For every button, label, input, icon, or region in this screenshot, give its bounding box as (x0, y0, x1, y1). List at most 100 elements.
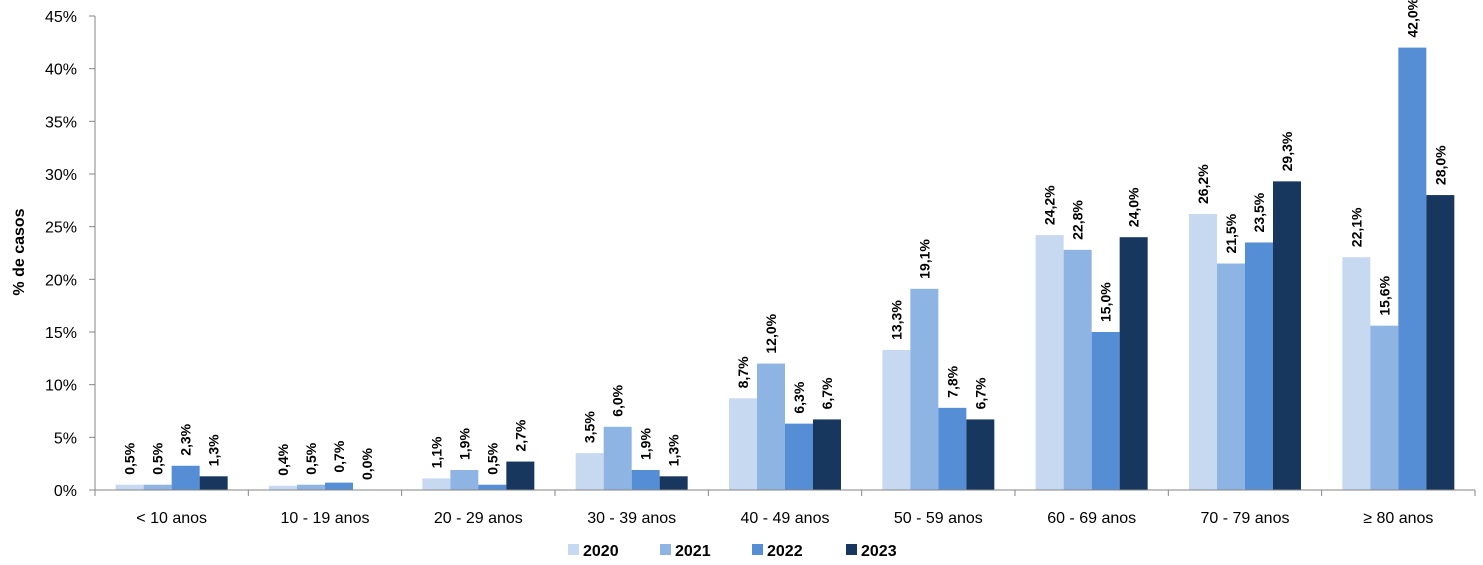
bar-2023 (813, 419, 841, 490)
category-label: 60 - 69 anos (1047, 510, 1136, 527)
data-label: 6,7% (819, 377, 835, 409)
data-label: 7,8% (944, 365, 960, 397)
bar-2020 (1035, 235, 1064, 490)
bar-2023 (966, 419, 995, 490)
bar-2021 (450, 469, 479, 490)
bar-2020 (729, 398, 757, 490)
data-label: 0,5% (303, 442, 319, 474)
data-label: 28,0% (1432, 145, 1448, 185)
legend-label: 2023 (861, 543, 897, 560)
data-label: 12,0% (763, 313, 779, 353)
bar-2021 (297, 484, 325, 490)
data-label: 13,3% (888, 300, 904, 340)
y-tick-label: 40% (45, 62, 77, 79)
bar-2021 (603, 426, 632, 490)
y-tick-label: 30% (45, 167, 77, 184)
data-label: 26,2% (1195, 164, 1211, 204)
bar-2022 (171, 465, 200, 490)
bar-2021 (143, 484, 172, 490)
data-label: 1,9% (638, 428, 654, 460)
y-tick-label: 15% (45, 325, 77, 342)
legend-swatch-2023 (846, 544, 857, 555)
bars (115, 47, 1455, 491)
data-label: 6,0% (610, 384, 626, 416)
data-label: 0,5% (484, 442, 500, 474)
bar-2022 (938, 407, 967, 490)
bar-2023 (1426, 195, 1455, 491)
bar-2021 (1063, 249, 1092, 490)
axes (94, 16, 1476, 496)
data-label: 3,5% (582, 411, 598, 443)
bar-2020 (1189, 214, 1217, 490)
data-label: 2,3% (178, 423, 194, 455)
bar-2021 (757, 363, 785, 490)
y-tick-label: 35% (45, 114, 77, 131)
data-label: 22,8% (1070, 200, 1086, 240)
data-label: 0,5% (150, 442, 166, 474)
legend-swatch-2021 (660, 544, 671, 555)
legend-label: 2021 (675, 543, 711, 560)
y-axis-title: % de casos (11, 208, 28, 295)
bar-2022 (785, 423, 813, 490)
category-labels: < 10 anos 10 - 19 anos 20 - 29 anos 30 - 39… (136, 510, 1433, 527)
bar-2022 (478, 484, 507, 490)
data-label: 0,7% (331, 440, 347, 472)
data-label: 1,3% (666, 434, 682, 466)
bar-2021 (910, 288, 939, 490)
data-label: 8,7% (735, 356, 751, 388)
y-tick-label: 5% (54, 430, 77, 447)
y-tick-label: 10% (45, 378, 77, 395)
data-label: 1,3% (206, 434, 222, 466)
bar-2022 (1245, 242, 1273, 490)
data-label: 19,1% (916, 239, 932, 279)
legend-label: 2022 (767, 543, 803, 560)
bar-2023 (659, 476, 688, 490)
bar-2020 (882, 349, 911, 490)
y-tick-label: 0% (54, 483, 77, 500)
data-labels: 0,5% 0,4% 1,1% 3,5% 8,7% 13,3% 24,2% 26,2% 22,1%… (122, 0, 1449, 480)
bar-2023 (1119, 237, 1148, 490)
category-label: 70 - 79 anos (1201, 510, 1290, 527)
category-label: < 10 anos (136, 510, 207, 527)
y-tick-label: 25% (45, 220, 77, 237)
data-label: 0,4% (275, 443, 291, 475)
data-label: 1,9% (456, 428, 472, 460)
data-label: 21,5% (1223, 213, 1239, 253)
category-label: 50 - 59 anos (894, 510, 983, 527)
data-label: 1,1% (428, 436, 444, 468)
category-label: 30 - 39 anos (587, 510, 676, 527)
bar-2020 (269, 485, 297, 490)
category-label: 10 - 19 anos (281, 510, 370, 527)
data-label: 15,6% (1376, 275, 1392, 315)
bar-2023 (1273, 181, 1301, 490)
bar-2021 (1370, 325, 1399, 490)
bar-2020 (115, 484, 144, 490)
y-tick-label: 20% (45, 272, 77, 289)
data-label: 2,7% (512, 419, 528, 451)
data-label: 22,1% (1348, 207, 1364, 247)
bar-2022 (1091, 332, 1120, 490)
bar-2023 (199, 476, 228, 490)
data-label: 24,0% (1126, 187, 1142, 227)
legend-swatch-2020 (568, 544, 579, 555)
bar-2022 (325, 482, 353, 490)
category-label: 20 - 29 anos (434, 510, 523, 527)
legend-label: 2020 (583, 543, 619, 560)
data-label: 6,7% (972, 377, 988, 409)
data-label: 42,0% (1404, 0, 1420, 38)
data-label: 15,0% (1098, 282, 1114, 322)
bar-2021 (1217, 263, 1245, 490)
legend: 2020 2021 2022 2023 (568, 543, 897, 560)
bar-2023 (506, 461, 535, 490)
legend-swatch-2022 (752, 544, 763, 555)
category-label: 40 - 49 anos (741, 510, 830, 527)
bar-2020 (422, 478, 451, 490)
y-axis-ticks: 0% 5% 10% 15% 20% 25% 30% 35% 40% 45% (45, 9, 95, 500)
data-label: 6,3% (791, 381, 807, 413)
data-label: 24,2% (1042, 185, 1058, 225)
bar-2022 (631, 469, 660, 490)
data-label: 0,5% (122, 442, 138, 474)
data-label: 0,0% (359, 448, 375, 480)
